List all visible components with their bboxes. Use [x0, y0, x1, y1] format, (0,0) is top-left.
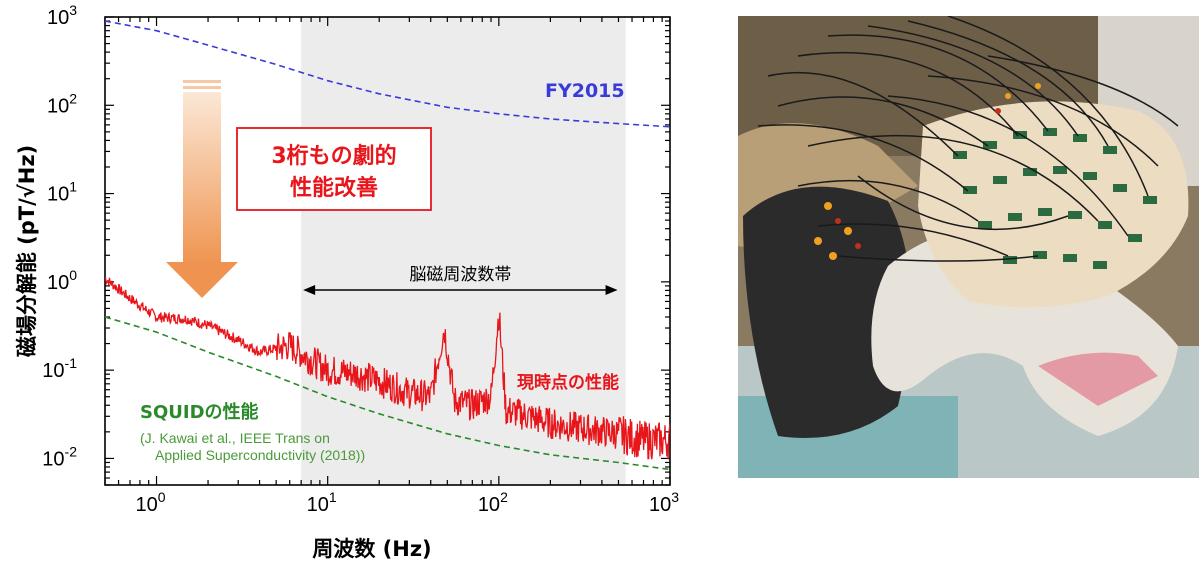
y-tick-label: 100 [47, 267, 77, 294]
improvement-box [236, 127, 432, 211]
improvement-text-line2: 性能改善 [290, 175, 378, 201]
series-layer [105, 20, 670, 471]
x-tick-labels: 100 101 102 103 [136, 489, 680, 516]
x-tick-label: 100 [136, 489, 166, 516]
x-axis-title: 周波数 (Hz) [312, 537, 431, 561]
squid-label: SQUIDの性能 [140, 401, 259, 423]
axis-ticks [104, 16, 671, 486]
y-tick-labels: 10-2 10-1 100 101 102 103 [42, 2, 77, 470]
band-arrow [303, 285, 618, 295]
x-tick-label: 103 [649, 489, 679, 516]
y-tick-label: 101 [47, 179, 77, 206]
y-tick-label: 103 [47, 2, 77, 29]
y-tick-label: 10-2 [42, 443, 77, 470]
series-line-2a8a2a [105, 316, 670, 471]
current-performance-label: 現時点の性能 [517, 372, 619, 393]
series-line-measured [105, 277, 670, 460]
improvement-arrow [166, 80, 238, 298]
band-label: 脳磁周波数帯 [409, 265, 511, 285]
x-tick-label: 101 [307, 489, 337, 516]
fy2015-label: FY2015 [545, 80, 625, 102]
meg-sensor-helmet-photo [738, 16, 1199, 478]
squid-citation-line2: Applied Superconductivity (2018)) [155, 447, 365, 463]
squid-citation-line1: (J. Kawai et al., IEEE Trans on [140, 430, 330, 446]
improvement-text-line1: 3桁もの劇的 [271, 143, 396, 169]
series-line-3a3ad8 [105, 20, 670, 128]
y-tick-label: 102 [47, 90, 77, 117]
y-tick-label: 10-1 [42, 355, 77, 382]
x-tick-label: 102 [478, 489, 508, 516]
plot-frame [104, 16, 671, 486]
y-axis-title: 磁場分解能 (pT/√Hz) [15, 145, 39, 357]
